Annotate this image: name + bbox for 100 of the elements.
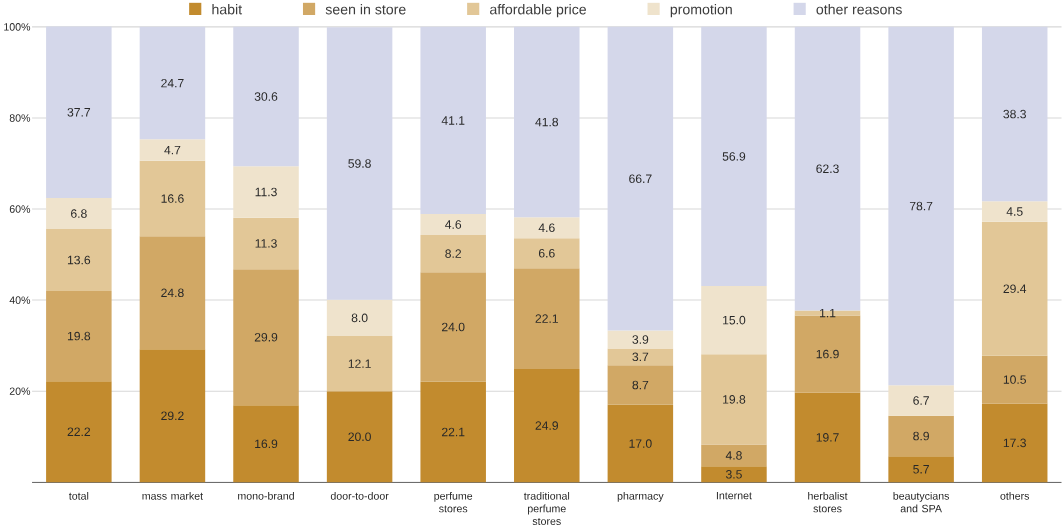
y-tick-label: 80% [9, 114, 31, 122]
data-label: 4.6 [445, 220, 462, 229]
data-label: 8.2 [445, 249, 462, 258]
bar [888, 385, 954, 416]
data-label: 29.9 [254, 332, 278, 342]
legend-label: other reasons [816, 3, 902, 15]
bar [981, 201, 1048, 222]
data-label: 20.0 [348, 432, 371, 441]
bar [420, 213, 486, 235]
data-label: 41.8 [535, 117, 559, 127]
data-label: 5.7 [913, 464, 929, 474]
data-label: 17.3 [1003, 438, 1026, 447]
bar [420, 26, 486, 214]
y-tick-label: 20% [9, 387, 31, 395]
bar [981, 221, 1048, 356]
data-label: 16.9 [255, 439, 278, 448]
bar [981, 355, 1048, 404]
bar [46, 197, 112, 229]
bar [607, 348, 674, 366]
bar [326, 27, 393, 300]
data-label: 8.9 [913, 431, 929, 441]
data-label: 3.5 [725, 469, 742, 479]
data-label: 19.8 [67, 331, 91, 341]
data-label: 24.0 [441, 322, 465, 332]
bar [46, 228, 112, 291]
x-tick-label: others [1000, 491, 1030, 500]
bar [981, 403, 1048, 483]
bar [420, 381, 486, 483]
bar [46, 26, 112, 198]
data-label: 3.7 [632, 352, 649, 361]
data-label: 4.7 [164, 145, 181, 155]
bar [139, 160, 206, 237]
data-label: 12.1 [348, 359, 371, 368]
bar [607, 330, 674, 349]
data-label: 29.2 [161, 411, 184, 420]
bar [701, 466, 767, 483]
data-label: 22.1 [441, 427, 465, 437]
data-label: 11.3 [255, 187, 277, 197]
data-label: 17.0 [629, 439, 652, 448]
data-label: 30.6 [254, 92, 278, 101]
data-label: 8.7 [632, 380, 649, 390]
bar [420, 272, 486, 382]
bar [888, 415, 954, 457]
x-tick-label: perfume stores [434, 491, 473, 513]
data-label: 16.9 [816, 349, 839, 359]
bar [233, 217, 299, 269]
bar [139, 236, 206, 350]
bar [514, 217, 580, 239]
bar [233, 26, 299, 167]
bar [888, 26, 954, 386]
data-label: 11.3 [255, 238, 277, 248]
bar [139, 349, 206, 483]
data-label: 41.1 [441, 116, 465, 125]
bar [514, 238, 580, 269]
bar [514, 268, 580, 369]
data-label: 13.6 [67, 255, 91, 265]
data-label: 59.8 [348, 159, 371, 168]
data-label: 19.7 [816, 432, 839, 442]
data-label: 37.7 [67, 107, 91, 117]
bar [981, 26, 1048, 202]
x-tick-label: pharmacy [617, 491, 664, 502]
bar [607, 365, 674, 405]
data-label: 6.8 [71, 209, 87, 218]
x-tick-label: herbalist stores [808, 491, 848, 513]
bar [139, 139, 206, 161]
x-tick-label: total [68, 491, 89, 500]
data-label: 15.0 [723, 315, 746, 325]
data-label: 22.1 [535, 314, 558, 323]
data-label: 19.8 [723, 394, 746, 404]
bar [794, 310, 861, 316]
x-tick-label: mass market [142, 491, 203, 500]
data-label: 38.3 [1003, 109, 1026, 119]
data-label: 1.1 [820, 308, 836, 318]
bar [701, 444, 767, 467]
x-tick-label: traditional perfume stores [523, 491, 570, 525]
bar [233, 268, 299, 406]
bar [326, 391, 393, 483]
data-label: 62.3 [816, 164, 839, 173]
bar [514, 368, 580, 483]
legend-label: promotion [670, 3, 732, 18]
y-tick-label: 100% [4, 22, 31, 31]
data-label: 24.8 [161, 288, 184, 297]
bar [701, 354, 767, 445]
data-label: 4.6 [538, 223, 555, 232]
data-label: 56.9 [722, 151, 746, 161]
bar [607, 404, 674, 483]
y-tick-label: 60% [9, 205, 31, 213]
bar [233, 166, 299, 218]
x-tick-label: mono-brand [238, 491, 294, 500]
data-label: 22.2 [67, 427, 91, 436]
data-label: 6.7 [913, 396, 929, 405]
data-label: 4.5 [1006, 207, 1023, 216]
legend-label: habit [212, 3, 243, 15]
data-label: 4.8 [725, 450, 742, 460]
bar [701, 285, 767, 355]
data-label: 24.9 [535, 421, 558, 430]
bar [326, 335, 393, 392]
data-label: 8.0 [351, 313, 368, 322]
bar [46, 290, 112, 381]
bar [794, 26, 861, 311]
